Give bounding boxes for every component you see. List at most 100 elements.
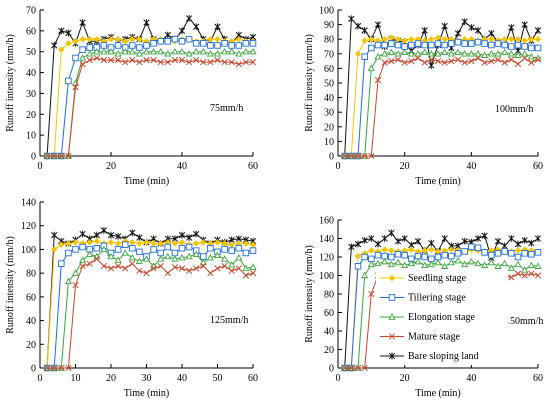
data-point-elongation — [461, 50, 469, 57]
data-point-tillering — [143, 42, 150, 49]
data-point-tillering — [228, 247, 235, 254]
data-point-elongation — [487, 258, 495, 266]
legend-item-tillering: Tillering stage — [380, 293, 466, 304]
y-tick-label: 20 — [26, 340, 36, 351]
data-point-elongation — [185, 252, 193, 260]
data-point-elongation — [86, 250, 94, 257]
data-point-tillering — [528, 250, 535, 258]
y-tick-label: 10 — [26, 131, 36, 142]
data-point-mature — [242, 272, 250, 279]
series-elongation — [341, 256, 542, 371]
data-point-bare — [374, 21, 382, 28]
data-point-bare — [441, 235, 448, 242]
data-point-elongation — [213, 50, 222, 57]
data-point-mature — [79, 61, 86, 68]
y-tick-label: 20 — [26, 110, 36, 121]
data-point-seedling — [93, 35, 101, 43]
data-point-bare — [348, 243, 355, 251]
data-point-mature — [348, 152, 355, 160]
data-point-mature — [143, 269, 150, 277]
data-point-tillering — [481, 249, 488, 256]
legend-marker — [388, 274, 396, 282]
data-point-elongation — [71, 269, 80, 276]
y-tick-label: 40 — [324, 93, 334, 104]
x-tick-label: 0 — [336, 373, 341, 384]
x-tick-label: 20 — [106, 161, 116, 172]
data-point-bare — [374, 240, 382, 248]
data-point-bare — [368, 235, 375, 242]
y-tick-label: 0 — [329, 364, 334, 375]
rainfall-rate-label: 75mm/h — [210, 103, 243, 114]
data-point-elongation — [441, 48, 449, 56]
data-point-seedling — [178, 239, 186, 246]
data-point-tillering — [58, 260, 65, 267]
data-point-bare — [164, 31, 171, 39]
x-tick-label: 60 — [533, 373, 543, 384]
data-point-bare — [461, 237, 468, 245]
data-point-seedling — [93, 237, 101, 245]
y-tick-label: 80 — [324, 35, 334, 46]
data-point-seedling — [79, 35, 86, 43]
data-point-bare — [428, 62, 435, 69]
data-point-tillering — [121, 241, 129, 248]
data-point-seedling — [214, 35, 221, 43]
data-point-elongation — [407, 259, 415, 267]
data-point-mature — [368, 152, 375, 160]
data-point-seedling — [72, 38, 79, 45]
data-point-bare — [107, 231, 115, 239]
data-point-mature — [448, 57, 455, 65]
data-point-elongation — [527, 261, 535, 269]
data-point-elongation — [527, 52, 535, 60]
data-point-mature — [528, 59, 535, 66]
data-point-bare — [185, 234, 193, 241]
data-point-tillering — [494, 250, 502, 257]
x-tick-label: 20 — [400, 373, 410, 384]
data-point-tillering — [448, 40, 455, 47]
y-tick-label: 60 — [26, 26, 36, 37]
series-line-bare — [46, 17, 254, 157]
data-point-mature — [79, 262, 86, 270]
data-point-bare — [100, 227, 108, 234]
data-point-tillering — [521, 250, 528, 257]
rainfall-rate-label: 125mm/h — [210, 315, 248, 326]
y-tick-label: 160 — [319, 216, 334, 227]
data-point-seedling — [235, 35, 243, 43]
data-point-tillering — [136, 44, 143, 51]
data-point-seedling — [136, 240, 143, 247]
data-point-elongation — [100, 47, 108, 55]
data-point-bare — [494, 237, 502, 245]
data-point-seedling — [488, 35, 495, 43]
data-point-elongation — [206, 50, 214, 57]
data-point-bare — [79, 19, 86, 26]
data-point-mature — [72, 281, 79, 289]
data-point-mature — [421, 59, 428, 66]
data-point-tillering — [374, 251, 382, 259]
data-point-elongation — [374, 259, 382, 267]
data-point-elongation — [401, 48, 409, 56]
data-point-mature — [441, 59, 448, 66]
data-point-tillering — [86, 44, 93, 51]
data-point-mature — [58, 152, 65, 160]
legend-label: Elongation stage — [408, 312, 475, 323]
data-point-bare — [361, 236, 368, 244]
data-point-tillering — [129, 244, 136, 252]
data-point-bare — [474, 27, 482, 34]
data-point-elongation — [481, 51, 489, 58]
data-point-seedling — [514, 247, 522, 254]
data-point-bare — [421, 27, 428, 34]
data-point-tillering — [249, 247, 257, 254]
x-tick-label: 40 — [466, 161, 476, 172]
data-point-elongation — [434, 50, 442, 57]
data-point-tillering — [164, 243, 172, 251]
data-point-tillering — [448, 252, 455, 260]
data-point-mature — [508, 274, 515, 281]
data-point-seedling — [528, 35, 535, 43]
data-point-elongation — [521, 266, 529, 273]
data-point-tillering — [150, 246, 157, 253]
data-point-mature — [374, 76, 382, 84]
data-point-elongation — [249, 263, 257, 270]
data-point-tillering — [200, 253, 207, 260]
data-point-tillering — [468, 243, 475, 251]
data-point-tillering — [235, 42, 243, 49]
